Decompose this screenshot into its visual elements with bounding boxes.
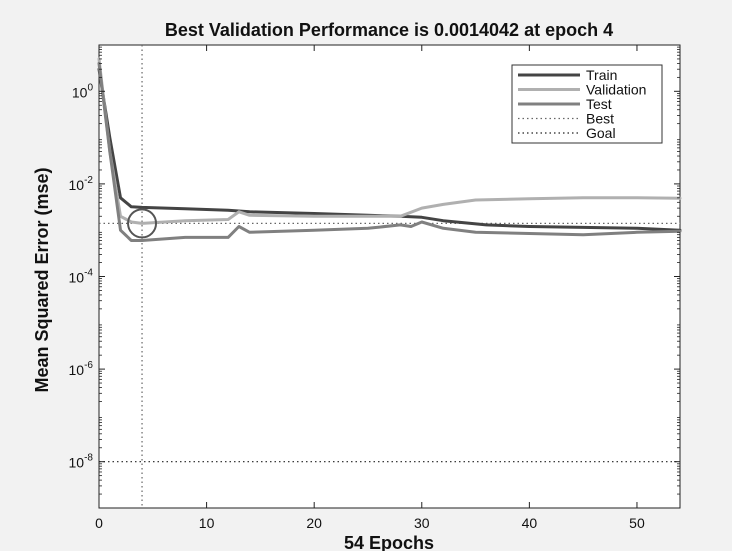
y-tick-label: 100 — [72, 82, 94, 100]
y-tick-label: 10-6 — [69, 360, 94, 378]
x-axis-ticks: 0 10 20 30 40 50 — [95, 45, 645, 531]
legend-label-train: Train — [586, 67, 617, 83]
x-tick-label: 20 — [306, 515, 322, 531]
series-layer — [97, 57, 682, 242]
series-line-test — [97, 61, 682, 242]
x-tick-label: 10 — [199, 515, 215, 531]
x-tick-label: 40 — [522, 515, 538, 531]
x-axis-label: 54 Epochs — [344, 533, 434, 551]
y-tick-label: 10-8 — [69, 453, 94, 471]
x-tick-label: 50 — [629, 515, 645, 531]
legend-label-goal: Goal — [586, 125, 616, 141]
y-axis-ticks: 100 10-2 10-4 10-6 10-8 — [69, 46, 680, 495]
best-marker-circle — [127, 208, 158, 239]
y-tick-label: 10-2 — [69, 175, 94, 193]
x-tick-label: 30 — [414, 515, 430, 531]
x-tick-label: 0 — [95, 515, 103, 531]
legend-label-best: Best — [586, 111, 614, 127]
best-lines-group — [99, 45, 680, 508]
y-tick-label: 10-4 — [69, 268, 94, 286]
series-line-validation — [97, 57, 682, 225]
legend-label-validation: Validation — [586, 82, 646, 98]
y-axis-label: Mean Squared Error (mse) — [32, 167, 52, 392]
best-marker-group — [127, 208, 158, 239]
legend-label-test: Test — [586, 96, 612, 112]
chart-title: Best Validation Performance is 0.0014042… — [165, 20, 613, 40]
series-line-train — [97, 67, 682, 232]
